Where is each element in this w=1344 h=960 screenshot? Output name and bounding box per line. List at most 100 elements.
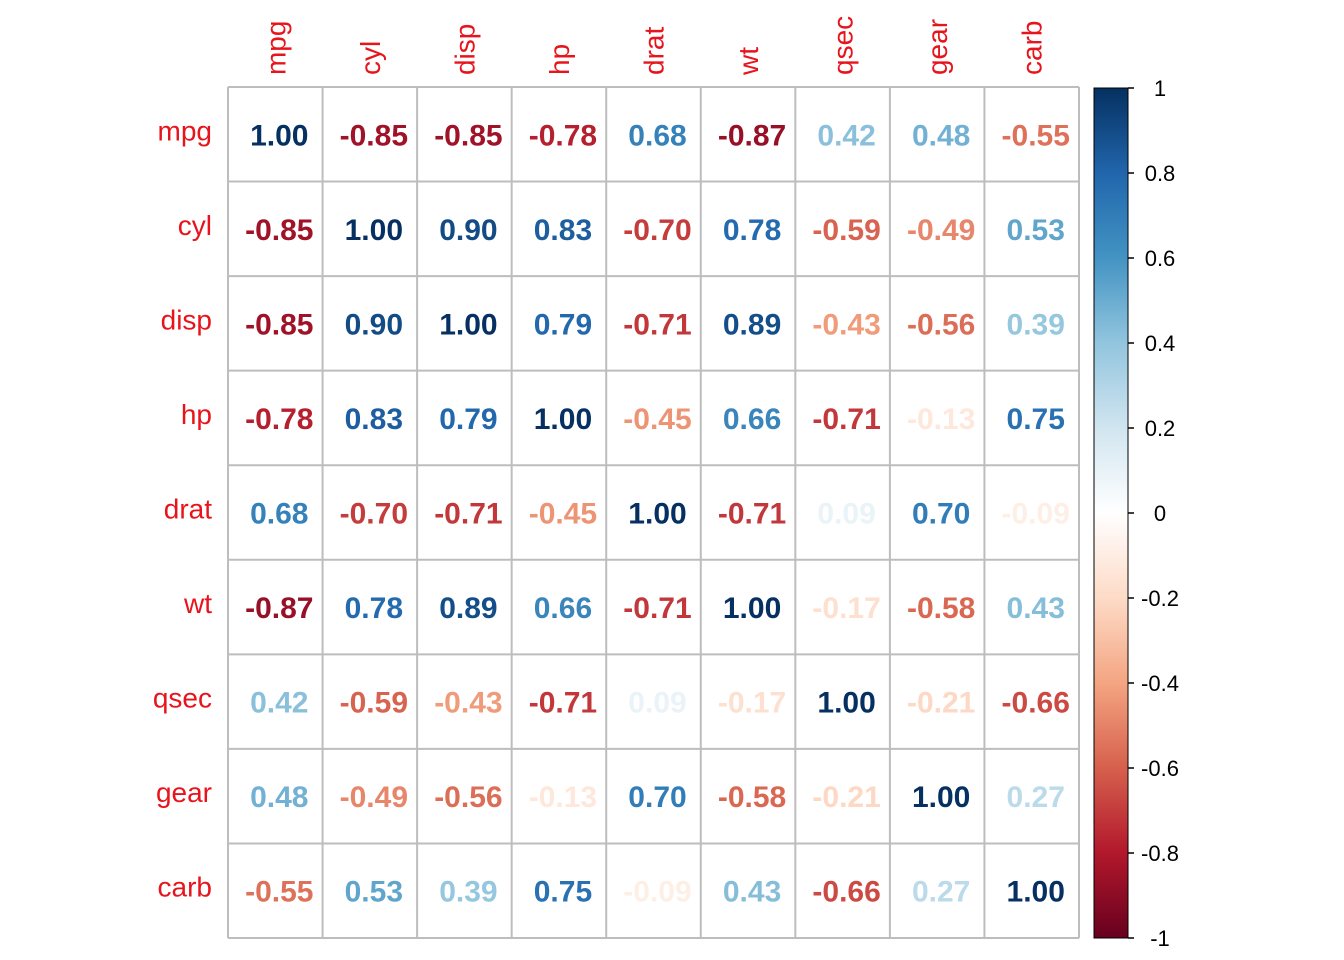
cell-value-wt-drat: -0.71 [623,592,691,625]
cell-value-gear-wt: -0.58 [718,781,786,814]
cell-value-disp-wt: 0.89 [723,308,781,341]
cell-value-gear-drat: 0.70 [628,781,686,814]
cell-value-wt-carb: 0.43 [1007,592,1065,625]
row-label-gear: gear [156,777,212,808]
cell-value-mpg-cyl: -0.85 [340,119,408,152]
cell-value-qsec-gear: -0.21 [907,687,975,720]
cell-value-cyl-gear: -0.49 [907,214,975,247]
cell-value-qsec-hp: -0.71 [529,687,597,720]
cell-value-hp-gear: -0.13 [907,403,975,436]
row-label-disp: disp [161,304,212,335]
cell-value-gear-disp: -0.56 [434,781,502,814]
matrix-grid [227,86,1080,939]
cell-value-gear-qsec: -0.21 [812,781,880,814]
cell-value-carb-carb: 1.00 [1007,876,1065,909]
row-label-qsec: qsec [153,683,212,714]
column-labels: mpg cyl disp hp drat wt qsec gear carb [260,16,1047,76]
colorbar-tick-label: -0.8 [1141,841,1179,866]
cell-value-disp-mpg: -0.85 [245,308,313,341]
row-label-cyl: cyl [178,210,212,241]
cell-value-carb-qsec: -0.66 [812,876,880,909]
cell-value-wt-hp: 0.66 [534,592,592,625]
row-labels: mpg cyl disp hp drat wt qsec gear carb [153,115,212,902]
cell-value-mpg-gear: 0.48 [912,119,970,152]
cell-value-hp-disp: 0.79 [439,403,497,436]
row-label-mpg: mpg [158,115,212,146]
cell-value-carb-mpg: -0.55 [245,876,313,909]
cell-value-mpg-carb: -0.55 [1002,119,1070,152]
cell-value-cyl-mpg: -0.85 [245,214,313,247]
cell-value-disp-drat: -0.71 [623,308,691,341]
colorbar-tick-label: -0.6 [1141,756,1179,781]
row-label-wt: wt [183,588,212,619]
cell-value-carb-gear: 0.27 [912,876,970,909]
cell-value-hp-drat: -0.45 [623,403,691,436]
cell-value-drat-disp: -0.71 [434,498,502,531]
colorbar-tick-label: 0 [1154,501,1166,526]
cell-value-gear-gear: 1.00 [912,781,970,814]
cell-value-qsec-drat: 0.09 [628,687,686,720]
row-label-carb: carb [158,872,212,903]
cell-value-disp-carb: 0.39 [1007,308,1065,341]
cell-value-drat-gear: 0.70 [912,498,970,531]
cell-value-drat-carb: -0.09 [1002,498,1070,531]
cell-value-hp-mpg: -0.78 [245,403,313,436]
cell-value-disp-cyl: 0.90 [345,308,403,341]
colorbar-tick-label: 0.6 [1145,246,1176,271]
cell-value-wt-cyl: 0.78 [345,592,403,625]
cell-value-mpg-hp: -0.78 [529,119,597,152]
column-label-qsec: qsec [828,16,859,75]
color-legend: 1 0.8 0.6 0.4 0.2 0 -0.2 -0.4 -0.6 -0.8 -1 [1093,76,1179,951]
column-label-mpg: mpg [260,21,291,75]
column-label-hp: hp [544,44,575,75]
cell-value-hp-carb: 0.75 [1007,403,1065,436]
colorbar-tick-label: 1 [1154,76,1166,101]
cell-value-mpg-qsec: 0.42 [817,119,875,152]
cell-value-wt-mpg: -0.87 [245,592,313,625]
column-label-wt: wt [733,47,764,76]
cell-value-cyl-disp: 0.90 [439,214,497,247]
cell-value-gear-hp: -0.13 [529,781,597,814]
cell-value-carb-wt: 0.43 [723,876,781,909]
column-label-carb: carb [1017,21,1048,75]
cell-value-hp-qsec: -0.71 [812,403,880,436]
cell-value-qsec-disp: -0.43 [434,687,502,720]
cell-value-drat-drat: 1.00 [628,498,686,531]
cell-value-qsec-mpg: 0.42 [250,687,308,720]
cell-value-cyl-drat: -0.70 [623,214,691,247]
cell-value-gear-carb: 0.27 [1007,781,1065,814]
cell-value-cyl-carb: 0.53 [1007,214,1065,247]
cell-value-mpg-mpg: 1.00 [250,119,308,152]
cell-value-disp-gear: -0.56 [907,308,975,341]
column-label-gear: gear [922,19,953,75]
cell-value-mpg-wt: -0.87 [718,119,786,152]
cell-value-hp-wt: 0.66 [723,403,781,436]
row-label-hp: hp [181,399,212,430]
cell-value-gear-mpg: 0.48 [250,781,308,814]
cell-value-drat-qsec: 0.09 [817,498,875,531]
column-label-disp: disp [449,24,480,75]
cell-value-cyl-qsec: -0.59 [812,214,880,247]
column-label-cyl: cyl [355,41,386,75]
matrix-cells: 1.00 -0.85 -0.85 -0.78 0.68 -0.87 0.42 0.48 -0.5… [245,119,1070,908]
cell-value-carb-drat: -0.09 [623,876,691,909]
colorbar-tick-label: -1 [1150,926,1170,951]
cell-value-cyl-cyl: 1.00 [345,214,403,247]
cell-value-wt-gear: -0.58 [907,592,975,625]
colorbar-tick-label: 0.2 [1145,416,1176,441]
cell-value-qsec-carb: -0.66 [1002,687,1070,720]
cell-value-hp-hp: 1.00 [534,403,592,436]
cell-value-wt-disp: 0.89 [439,592,497,625]
cell-value-disp-qsec: -0.43 [812,308,880,341]
colorbar-tick-label: -0.4 [1141,671,1179,696]
cell-value-drat-hp: -0.45 [529,498,597,531]
column-label-drat: drat [639,27,670,75]
cell-value-qsec-qsec: 1.00 [817,687,875,720]
cell-value-wt-qsec: -0.17 [812,592,880,625]
colorbar-tick-label: -0.2 [1141,586,1179,611]
colorbar-tick-label: 0.4 [1145,331,1176,356]
cell-value-cyl-hp: 0.83 [534,214,592,247]
colorbar-gradient [1093,87,1129,939]
cell-value-gear-cyl: -0.49 [340,781,408,814]
